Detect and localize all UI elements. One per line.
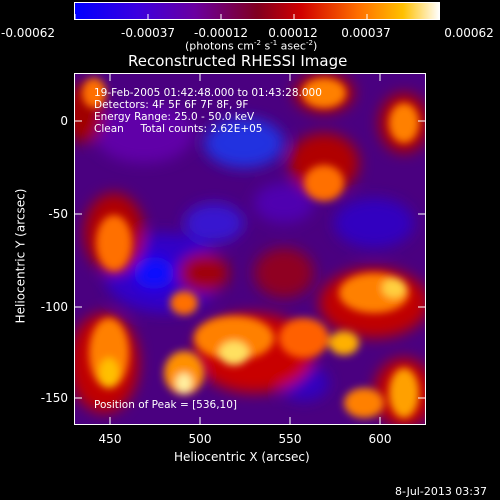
colorbar-unit: (photons cm-2 s-1 asec-2): [185, 39, 318, 53]
overlay-time: 19-Feb-2005 01:42:48.000 to 01:43:28.000: [94, 87, 322, 99]
colorbar-tick: -0.00012: [194, 26, 248, 40]
y-tick: 0: [60, 114, 68, 128]
y-tick: -100: [40, 300, 68, 314]
overlay-energy: Energy Range: 25.0 - 50.0 keV: [94, 111, 255, 123]
overlay-peak: Position of Peak = [536,10]: [94, 399, 238, 411]
footer-date: 8-Jul-2013 03:37: [395, 485, 488, 498]
colorbar-tick: 0.00012: [268, 26, 318, 40]
colorbar-tick: -0.00037: [121, 26, 175, 40]
y-axis-label: Heliocentric Y (arcsec): [12, 188, 27, 324]
colorbar-tick: 0.00062: [444, 26, 494, 40]
colorbar-tick: -0.00062: [1, 26, 55, 40]
x-tick: 500: [188, 432, 212, 446]
colorbar-tick: 0.00037: [341, 26, 391, 40]
x-tick: 550: [278, 432, 302, 446]
plot-title: Reconstructed RHESSI Image: [128, 52, 348, 70]
y-tick: -50: [48, 207, 68, 221]
x-tick: 450: [98, 432, 122, 446]
colorbar: [74, 2, 440, 20]
rhessi-image: [74, 73, 426, 425]
y-tick: -150: [40, 391, 68, 405]
overlay-detectors: Detectors: 4F 5F 6F 7F 8F, 9F: [94, 99, 249, 111]
x-axis-label: Heliocentric X (arcsec): [174, 450, 310, 464]
x-tick: 600: [368, 432, 392, 446]
overlay-clean: Clean Total counts: 2.62E+05: [94, 123, 263, 135]
